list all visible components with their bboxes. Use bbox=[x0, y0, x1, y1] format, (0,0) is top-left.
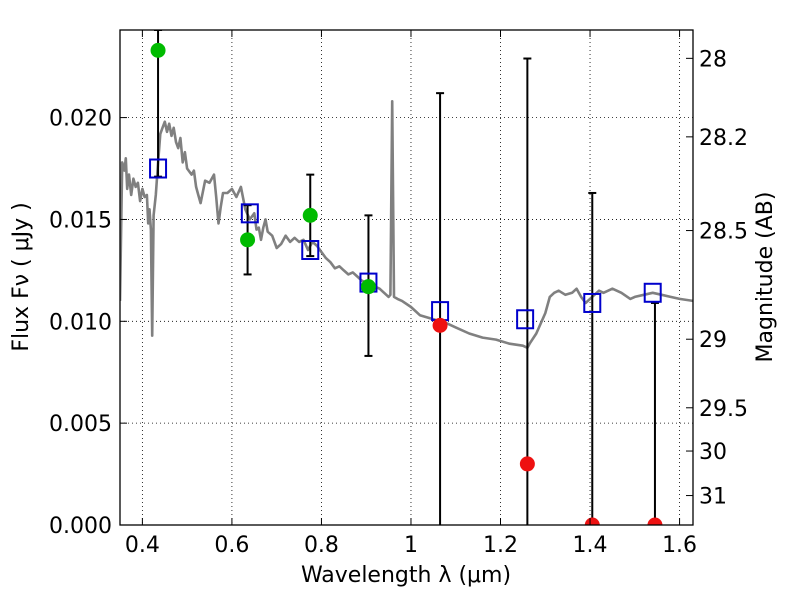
y-axis-ticks: 0.000 0.005 0.010 0.015 0.020 bbox=[49, 107, 127, 539]
x-axis-ticks: 0.4 0.6 0.8 1 1.2 1.4 1.6 bbox=[125, 30, 697, 558]
model-flux-box bbox=[583, 292, 602, 313]
plot-area bbox=[120, 30, 693, 525]
y-tick-label: 0.010 bbox=[49, 310, 112, 335]
y-tick-label: 0.005 bbox=[49, 412, 112, 437]
grid bbox=[120, 30, 693, 526]
y-tick-label: 0.020 bbox=[49, 107, 112, 132]
detection-point bbox=[302, 207, 318, 223]
right-tick-label: 30 bbox=[699, 440, 727, 465]
x-tick-label: 1 bbox=[404, 533, 418, 558]
plot-background bbox=[120, 30, 693, 525]
x-axis-label: Wavelength λ (μm) bbox=[301, 563, 511, 588]
detection-point bbox=[240, 232, 256, 248]
x-tick-label: 0.6 bbox=[214, 533, 249, 558]
model-flux-box bbox=[643, 282, 662, 303]
x-tick-label: 1.2 bbox=[483, 533, 518, 558]
upper-limit-point bbox=[519, 456, 535, 472]
upper-limit-point bbox=[432, 317, 448, 333]
right-axis-label: Magnitude (AB) bbox=[753, 192, 778, 363]
x-tick-label: 1.6 bbox=[662, 533, 697, 558]
x-tick-label: 1.4 bbox=[573, 533, 608, 558]
x-tick-label: 0.4 bbox=[125, 533, 160, 558]
model-flux-box bbox=[240, 203, 259, 224]
right-tick-label: 28.2 bbox=[699, 126, 748, 151]
model-flux-box bbox=[149, 158, 168, 179]
right-axis-ticks: 28 28.2 28.5 29 29.5 30 31 bbox=[686, 47, 748, 510]
right-tick-label: 28.5 bbox=[699, 220, 748, 245]
y-tick-label: 0.000 bbox=[49, 514, 112, 539]
right-tick-label: 29 bbox=[699, 328, 727, 353]
plot-frame bbox=[119, 29, 694, 526]
detection-point bbox=[150, 42, 166, 58]
y-tick-label: 0.015 bbox=[49, 208, 112, 233]
model-flux-box bbox=[301, 240, 320, 260]
upper-limit-point bbox=[647, 517, 663, 525]
sed-template-line bbox=[120, 100, 693, 350]
detection-point bbox=[360, 279, 376, 295]
right-tick-label: 31 bbox=[699, 485, 727, 510]
upper-limit-point bbox=[584, 517, 600, 525]
right-tick-label: 28 bbox=[699, 47, 727, 72]
model-flux-box bbox=[516, 309, 535, 330]
x-tick-label: 0.8 bbox=[304, 533, 339, 558]
right-tick-label: 29.5 bbox=[699, 397, 748, 422]
y-axis-label: Flux Fν ( μJy ) bbox=[9, 202, 34, 351]
